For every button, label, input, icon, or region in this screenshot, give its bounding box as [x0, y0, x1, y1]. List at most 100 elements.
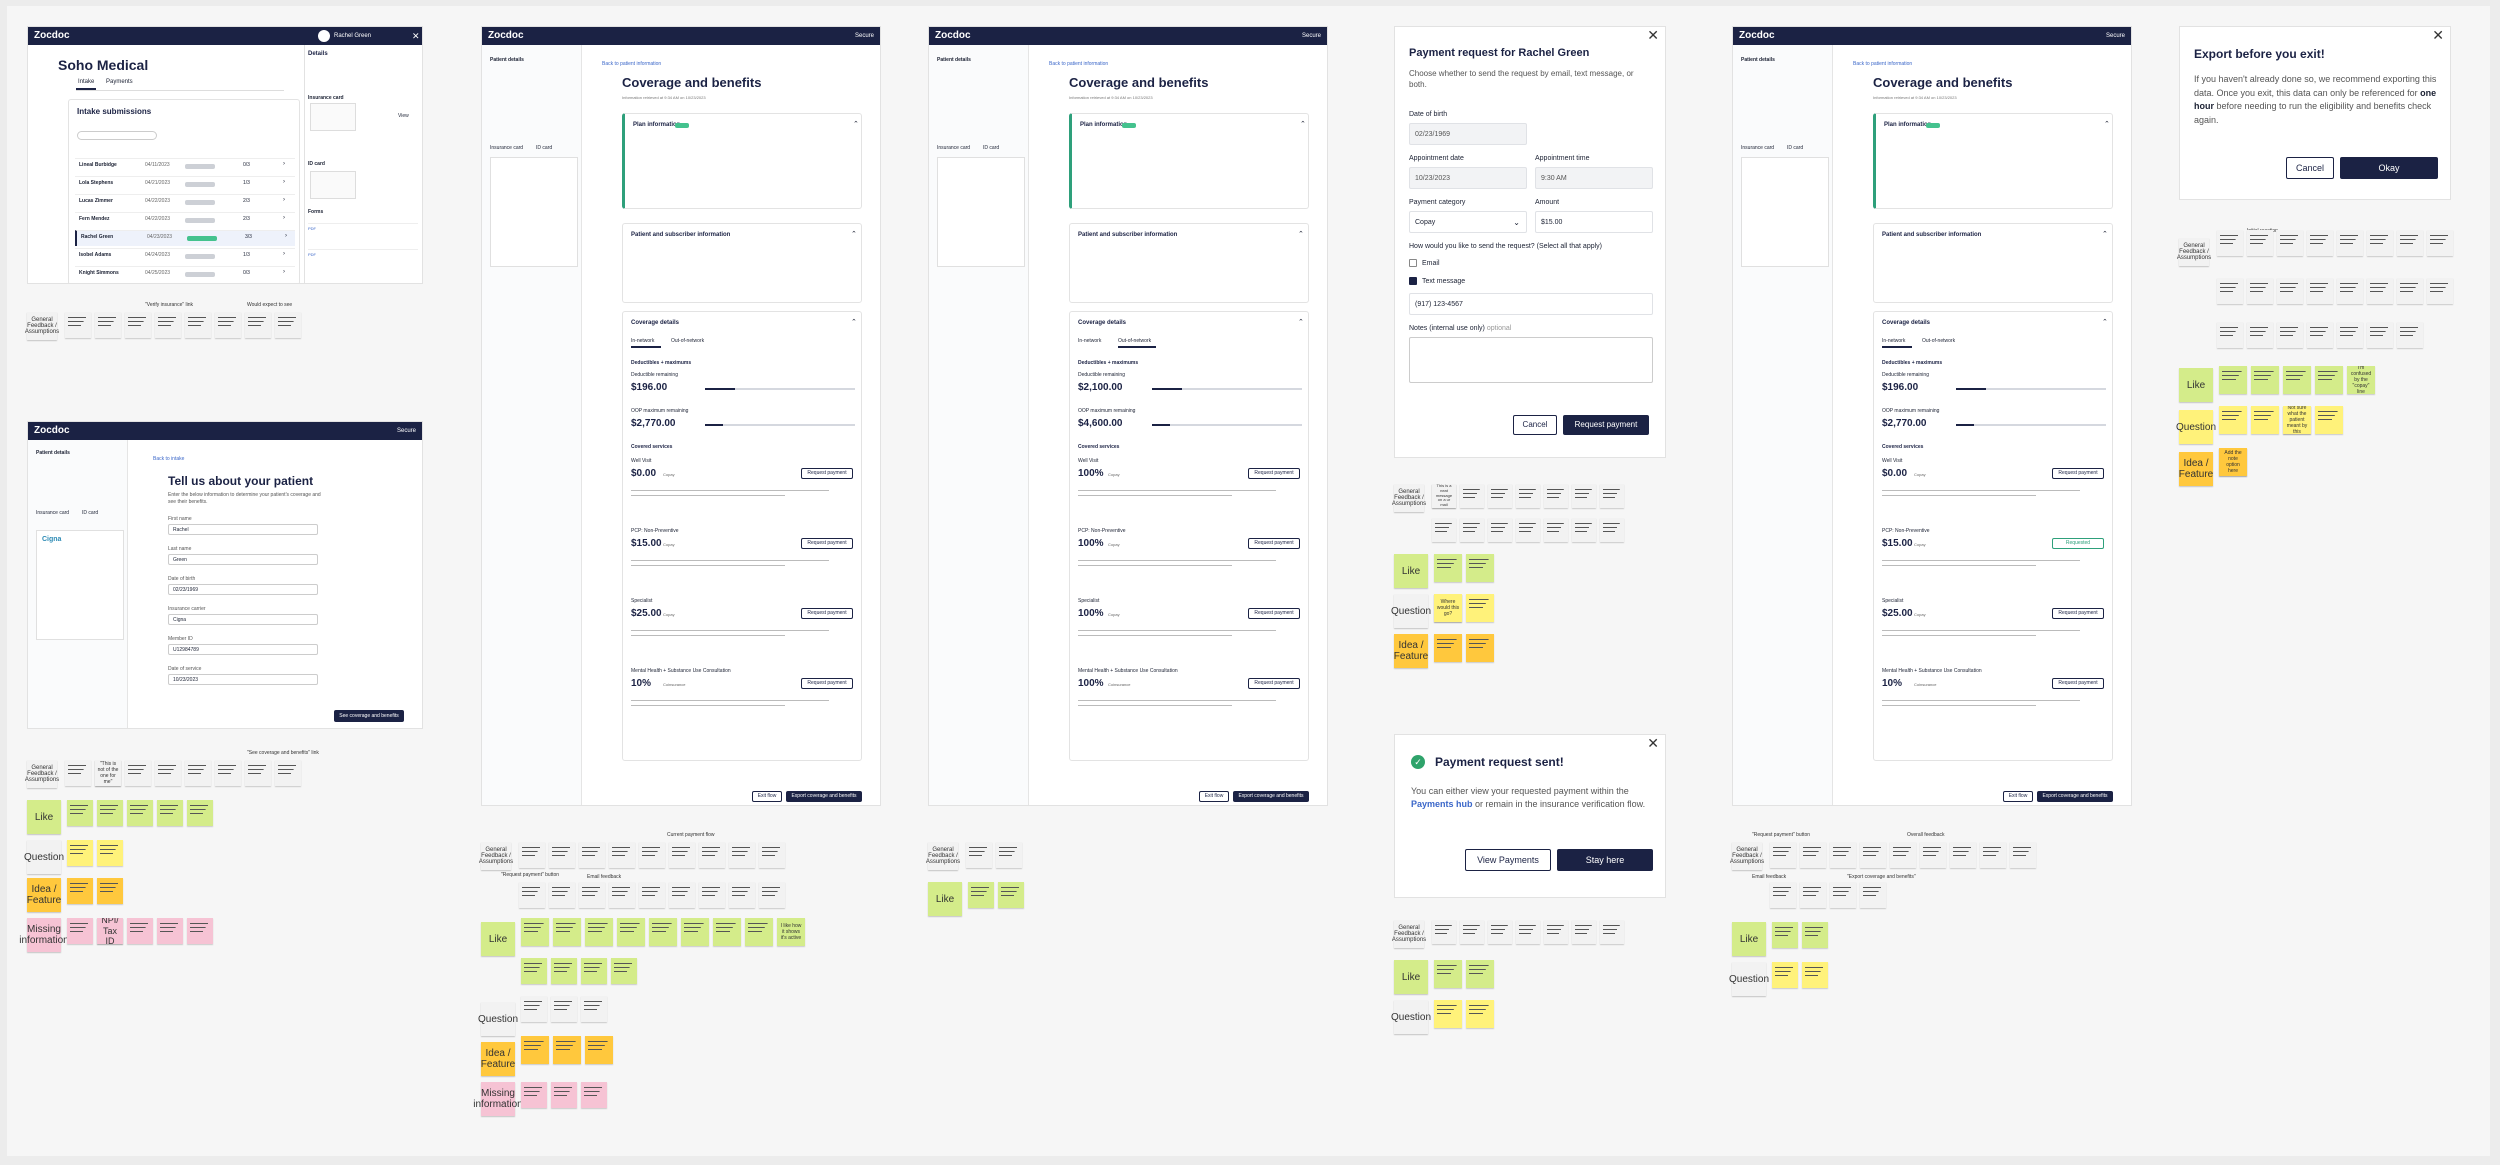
sticky-note[interactable]	[67, 878, 93, 904]
sticky-note[interactable]	[1460, 518, 1484, 542]
chevron-up-icon[interactable]: ⌃	[1298, 319, 1304, 326]
sticky-note[interactable]	[2217, 278, 2243, 304]
search-input[interactable]	[77, 131, 157, 140]
chevron-up-icon[interactable]: ⌃	[851, 319, 857, 326]
tab-out-network[interactable]: Out-of-network	[1118, 338, 1152, 344]
sticky-note[interactable]	[155, 312, 181, 338]
see-coverage-button[interactable]: See coverage and benefits	[334, 710, 404, 722]
sticky-note[interactable]	[966, 842, 992, 868]
sticky-note[interactable]	[759, 882, 785, 908]
id-card-thumb[interactable]	[310, 171, 356, 199]
sticky-note[interactable]	[127, 800, 153, 826]
email-checkbox[interactable]	[1409, 259, 1417, 267]
sticky-note[interactable]	[2277, 322, 2303, 348]
sticky-note[interactable]	[1460, 920, 1484, 944]
close-icon[interactable]: ✕	[2432, 27, 2444, 43]
request-payment-button[interactable]: Request payment	[1248, 538, 1300, 549]
field-input[interactable]: 02/23/1969	[168, 584, 318, 595]
table-row[interactable]: Lucas Zimmer 04/22/2023 2/3 ›	[75, 194, 295, 210]
sticky-note[interactable]	[1434, 554, 1462, 582]
request-payment-button[interactable]: Request payment	[1248, 678, 1300, 689]
sticky-note[interactable]	[681, 918, 709, 946]
appt-date-field[interactable]: 10/23/2023	[1409, 167, 1527, 189]
sticky-note[interactable]	[1466, 960, 1494, 988]
sticky-note[interactable]	[551, 958, 577, 984]
phone-field[interactable]: (917) 123-4567	[1409, 293, 1653, 315]
sticky-note[interactable]	[1488, 920, 1512, 944]
sticky-note[interactable]	[2337, 278, 2363, 304]
sticky-note[interactable]	[549, 882, 575, 908]
tab-in-network[interactable]: In-network	[1882, 338, 1906, 344]
tab-out-network[interactable]: Out-of-network	[671, 338, 705, 344]
table-row[interactable]: Lineal Burbidge 04/11/2023 0/3 ›	[75, 158, 295, 174]
field-input[interactable]: 10/23/2023	[168, 674, 318, 685]
view-payments-button[interactable]: View Payments	[1465, 849, 1551, 871]
sticky-note[interactable]	[2397, 278, 2423, 304]
sticky-note[interactable]	[2277, 278, 2303, 304]
field-input[interactable]: Green	[168, 554, 318, 565]
sticky-note[interactable]	[1772, 922, 1798, 948]
request-payment-button[interactable]: Request payment	[801, 608, 853, 619]
tab-id-card[interactable]: ID card	[536, 145, 553, 151]
sticky-note[interactable]	[67, 800, 93, 826]
sticky-note[interactable]	[157, 918, 183, 944]
cancel-button[interactable]: Cancel	[1513, 415, 1557, 435]
okay-button[interactable]: Okay	[2340, 157, 2438, 179]
sticky-note[interactable]	[97, 840, 123, 866]
close-icon[interactable]: ✕	[1647, 735, 1659, 751]
insurance-card-thumb[interactable]	[310, 103, 356, 131]
form-file-1[interactable]: PDF	[308, 223, 418, 237]
sticky-note[interactable]: This is a neat message on a ur mail	[1432, 484, 1456, 508]
sticky-note[interactable]	[585, 918, 613, 946]
sticky-note[interactable]	[553, 1036, 581, 1064]
chevron-up-icon[interactable]: ⌃	[1298, 231, 1304, 238]
sticky-note[interactable]	[2315, 406, 2343, 434]
sticky-note[interactable]	[275, 312, 301, 338]
sticky-note[interactable]	[1770, 882, 1796, 908]
field-input[interactable]: U12984789	[168, 644, 318, 655]
back-link[interactable]: Back to patient information	[602, 61, 662, 67]
sticky-note[interactable]	[1432, 920, 1456, 944]
exit-flow-button[interactable]: Exit flow	[752, 791, 782, 802]
form-file-2[interactable]: PDF	[308, 249, 418, 263]
sticky-note[interactable]	[551, 996, 577, 1022]
request-payment-button[interactable]: Request payment	[2052, 678, 2104, 689]
sticky-note[interactable]	[1434, 634, 1462, 662]
sticky-note[interactable]	[1572, 484, 1596, 508]
sticky-note[interactable]	[581, 1082, 607, 1108]
sticky-note[interactable]	[1830, 882, 1856, 908]
sticky-note[interactable]	[2219, 366, 2247, 394]
sticky-note[interactable]	[699, 842, 725, 868]
sticky-note[interactable]	[2397, 230, 2423, 256]
request-payment-button[interactable]: Request payment	[801, 678, 853, 689]
sticky-note[interactable]	[245, 760, 271, 786]
request-payment-button[interactable]: Request payment	[1563, 415, 1649, 435]
sticky-note[interactable]	[2217, 230, 2243, 256]
sticky-note[interactable]	[1544, 518, 1568, 542]
sticky-note[interactable]	[617, 918, 645, 946]
sticky-note[interactable]	[745, 918, 773, 946]
sticky-note[interactable]	[669, 882, 695, 908]
sticky-note[interactable]	[1890, 842, 1916, 868]
sticky-note[interactable]	[2219, 406, 2247, 434]
sticky-note[interactable]	[521, 1036, 549, 1064]
sticky-note[interactable]	[125, 312, 151, 338]
sticky-note[interactable]	[245, 312, 271, 338]
sticky-note[interactable]	[1460, 484, 1484, 508]
close-icon[interactable]: ✕	[1647, 27, 1659, 43]
tab-id-card[interactable]: ID card	[983, 145, 1000, 151]
sticky-note[interactable]	[549, 842, 575, 868]
sticky-note[interactable]	[996, 842, 1022, 868]
sticky-note[interactable]	[1600, 484, 1624, 508]
chevron-up-icon[interactable]: ⌃	[851, 231, 857, 238]
payments-hub-link[interactable]: Payments hub	[1411, 799, 1473, 810]
tab-insurance-card[interactable]: Insurance card	[1741, 145, 1775, 151]
sticky-note[interactable]: Add the note option here	[2219, 448, 2247, 476]
sticky-note[interactable]	[275, 760, 301, 786]
tab-payments[interactable]: Payments	[106, 79, 133, 85]
sticky-note[interactable]	[2247, 230, 2273, 256]
sticky-note[interactable]	[581, 996, 607, 1022]
sticky-note[interactable]	[609, 842, 635, 868]
sticky-note[interactable]	[1516, 920, 1540, 944]
sticky-note[interactable]	[2307, 230, 2333, 256]
